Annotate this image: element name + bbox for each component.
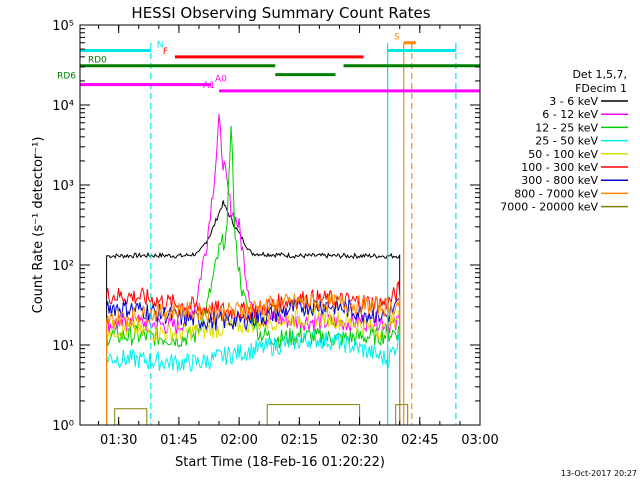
x-tick-label-2: 02:00 <box>220 433 257 448</box>
legend-label-3-6-kev: 3 - 6 keV <box>549 95 598 108</box>
y-tick-label-2: 10² <box>52 259 74 274</box>
flag-label-n: N <box>157 41 164 51</box>
series-line-3-6-kev <box>106 200 401 425</box>
chart-title: HESSI Observing Summary Count Rates <box>131 4 430 22</box>
legend-label-12-25-kev: 12 - 25 keV <box>535 121 598 134</box>
x-tick-label-6: 03:00 <box>461 433 498 448</box>
series-line-50-100-kev <box>106 306 401 343</box>
y-axis-label: Count Rate (s⁻¹ detector⁻¹) <box>31 137 46 314</box>
y-tick-label-4: 10⁴ <box>52 99 74 114</box>
legend-header-1: FDecim 1 <box>575 82 627 95</box>
flag-label-a1: A1 <box>203 81 215 91</box>
legend-label-7000-20000-kev: 7000 - 20000 keV <box>500 201 598 214</box>
flag-label-f: F <box>163 47 168 57</box>
legend-label-25-50-kev: 25 - 50 keV <box>535 135 598 148</box>
flag-label-a0: A0 <box>215 75 227 85</box>
x-tick-label-4: 02:30 <box>341 433 378 448</box>
series-line-7000-20000-kev <box>114 404 409 426</box>
legend-label-800-7000-kev: 800 - 7000 keV <box>514 187 598 200</box>
legend-label-300-800-kev: 300 - 800 keV <box>521 174 598 187</box>
plot-lines <box>106 113 409 426</box>
series-line-100-300-kev <box>106 280 401 322</box>
axes: 01:30 01:45 02:00 02:15 02:30 02:45 03:00 10⁰ 10… <box>52 19 499 448</box>
flag-label-rd0: RD0 <box>88 56 107 66</box>
y-tick-label-5: 10⁵ <box>52 19 74 34</box>
plot-frame <box>79 24 481 426</box>
y-tick-label-3: 10³ <box>52 179 74 194</box>
x-tick-label-0: 01:30 <box>100 433 137 448</box>
series-line-25-50-kev <box>106 330 401 372</box>
legend-label-6-12-kev: 6 - 12 keV <box>542 108 598 121</box>
x-tick-label-3: 02:15 <box>281 433 318 448</box>
legend-label-100-300-kev: 100 - 300 keV <box>521 161 598 174</box>
x-tick-label-1: 01:45 <box>160 433 197 448</box>
y-tick-label-1: 10¹ <box>52 339 74 354</box>
legend-label-50-100-kev: 50 - 100 keV <box>528 148 598 161</box>
y-tick-label-0: 10⁰ <box>52 419 74 434</box>
legend-header-0: Det 1,5,7, <box>572 68 627 81</box>
x-axis-label: Start Time (18-Feb-16 01:20:22) <box>175 455 385 470</box>
flag-label-rd6: RD6 <box>57 72 76 82</box>
flag-label-s: S <box>394 33 400 43</box>
vertical-markers <box>150 43 457 425</box>
series-line-800-7000-kev <box>106 293 401 425</box>
timestamp: 13-Oct-2017 20:27 <box>561 469 637 478</box>
x-tick-label-5: 02:45 <box>401 433 438 448</box>
